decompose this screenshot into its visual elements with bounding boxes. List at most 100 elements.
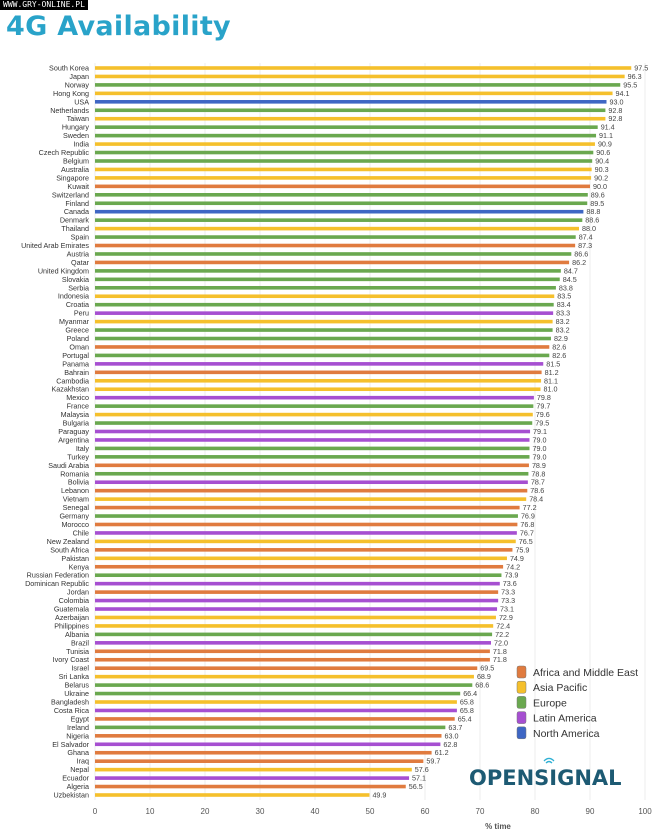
legend-label: North America (533, 728, 600, 740)
data-label: 65.4 (458, 714, 472, 723)
bar (95, 311, 554, 315)
bar (95, 277, 560, 282)
category-label: Cambodia (56, 376, 89, 385)
bar (95, 776, 410, 780)
data-label: 72.4 (496, 621, 510, 630)
data-label: 65.8 (460, 698, 474, 707)
data-label: 79.1 (533, 427, 547, 436)
data-label: 73.3 (501, 588, 515, 597)
watermark: WWW.GRY-ONLINE.PL (0, 0, 88, 10)
data-label: 72.0 (494, 638, 508, 647)
legend-swatch (516, 726, 527, 740)
category-label: Mexico (66, 393, 89, 402)
bar (95, 345, 550, 349)
category-label: Germany (59, 512, 89, 521)
category-label: Thailand (61, 224, 89, 233)
data-label: 90.2 (594, 173, 608, 182)
data-label: 83.3 (556, 309, 570, 318)
bar (95, 725, 446, 730)
x-tick-label: 0 (93, 807, 98, 816)
x-tick-label: 70 (476, 807, 485, 816)
data-label: 79.5 (535, 419, 549, 428)
category-label: Colombia (59, 596, 89, 605)
data-label: 73.3 (501, 596, 515, 605)
category-label: Oman (69, 342, 89, 351)
category-label: Saudi Arabia (48, 461, 89, 470)
bar (95, 159, 593, 163)
data-label: 81.5 (546, 359, 560, 368)
category-label: South Korea (49, 64, 89, 73)
data-label: 87.3 (578, 241, 592, 250)
data-label: 91.1 (599, 131, 613, 140)
data-label: 63.7 (448, 723, 462, 732)
category-label: Hungary (62, 123, 90, 132)
category-label: Austria (67, 249, 89, 258)
data-label: 91.4 (601, 123, 615, 132)
category-label: USA (74, 97, 89, 106)
category-label: Peru (74, 309, 89, 318)
bar (95, 556, 507, 561)
data-label: 76.7 (520, 528, 534, 537)
data-label: 83.5 (557, 292, 571, 301)
category-label: South Africa (50, 545, 89, 554)
bar (95, 564, 504, 569)
data-label: 90.9 (598, 140, 612, 149)
data-label: 65.8 (460, 706, 474, 715)
bar (95, 548, 513, 552)
bar (95, 100, 607, 104)
data-label: 69.5 (480, 664, 494, 673)
category-label: Ecuador (62, 774, 89, 783)
bar (95, 201, 588, 206)
data-label: 49.9 (372, 791, 386, 800)
data-label: 88.8 (586, 207, 600, 216)
category-label: Egypt (71, 714, 89, 723)
category-label: Ukraine (64, 689, 89, 698)
category-label: Kuwait (67, 182, 89, 191)
data-label: 82.6 (552, 351, 566, 360)
bar (95, 116, 606, 121)
x-tick-label: 90 (586, 807, 595, 816)
bar (95, 378, 542, 383)
signal-icon (545, 760, 553, 764)
bar (95, 285, 556, 290)
data-label: 61.2 (435, 748, 449, 757)
x-tick-label: 10 (146, 807, 155, 816)
bar (95, 370, 542, 375)
bar (95, 598, 499, 603)
bar (95, 446, 530, 451)
category-label: Ivory Coast (53, 655, 89, 664)
category-label: Brazil (71, 638, 89, 647)
category-label: Qatar (71, 258, 90, 267)
bar (95, 421, 533, 425)
data-label: 62.8 (443, 740, 457, 749)
category-label: Netherlands (50, 106, 89, 115)
category-label: United Kingdom (38, 266, 89, 275)
bar (95, 193, 588, 197)
category-label: United Arab Emirates (21, 241, 89, 250)
bar (95, 91, 613, 96)
data-label: 79.8 (537, 393, 551, 402)
category-label: Kenya (69, 562, 89, 571)
bar (95, 539, 516, 544)
bar (95, 167, 592, 172)
data-label: 86.2 (572, 258, 586, 267)
bar (95, 184, 590, 189)
category-label: Guatemala (54, 605, 89, 614)
category-label: Sri Lanka (59, 672, 89, 681)
bar (95, 615, 496, 620)
bar (95, 531, 517, 535)
category-label: Norway (65, 80, 90, 89)
category-label: Poland (67, 334, 89, 343)
bar (95, 632, 493, 637)
category-label: Indonesia (58, 292, 89, 301)
data-label: 66.4 (463, 689, 477, 698)
category-label: Bahrain (64, 368, 89, 377)
bar (95, 742, 441, 747)
bar (95, 683, 473, 687)
category-label: Portugal (62, 351, 89, 360)
category-label: Pakistan (61, 554, 89, 563)
category-label: France (67, 402, 89, 411)
data-label: 72.9 (499, 613, 513, 622)
data-label: 78.4 (529, 495, 543, 504)
legend-label: Europe (533, 697, 567, 709)
